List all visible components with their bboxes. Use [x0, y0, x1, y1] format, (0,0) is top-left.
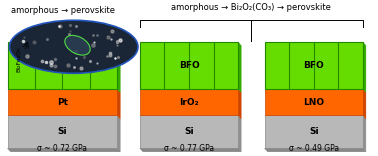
- Polygon shape: [363, 42, 366, 92]
- Text: Si: Si: [57, 127, 67, 136]
- Text: Si: Si: [309, 127, 319, 136]
- FancyBboxPatch shape: [8, 89, 117, 115]
- Polygon shape: [363, 89, 366, 119]
- Polygon shape: [117, 89, 120, 119]
- Polygon shape: [117, 115, 120, 152]
- FancyBboxPatch shape: [265, 115, 363, 148]
- Text: Bi₂Fe₄O₉: Bi₂Fe₄O₉: [16, 46, 22, 72]
- Polygon shape: [238, 89, 241, 119]
- FancyBboxPatch shape: [265, 42, 363, 89]
- Polygon shape: [265, 148, 366, 152]
- Text: Si: Si: [184, 127, 194, 136]
- Text: IrO₂: IrO₂: [179, 98, 199, 107]
- Text: Pt: Pt: [57, 98, 68, 107]
- Polygon shape: [117, 42, 120, 92]
- FancyBboxPatch shape: [140, 89, 238, 115]
- Polygon shape: [363, 115, 366, 152]
- Ellipse shape: [65, 35, 90, 55]
- Text: σ ~ 0.49 GPa: σ ~ 0.49 GPa: [289, 144, 339, 153]
- Polygon shape: [238, 42, 241, 92]
- Text: LNO: LNO: [303, 98, 324, 107]
- Text: BFO: BFO: [52, 61, 73, 70]
- Text: amorphous → Bi₂O₂(CO₃) → perovskite: amorphous → Bi₂O₂(CO₃) → perovskite: [172, 3, 331, 12]
- Polygon shape: [238, 115, 241, 152]
- FancyBboxPatch shape: [265, 89, 363, 115]
- Text: amorphous → perovskite: amorphous → perovskite: [11, 6, 115, 15]
- Text: BFO: BFO: [304, 61, 324, 70]
- FancyBboxPatch shape: [8, 115, 117, 148]
- Circle shape: [9, 20, 138, 73]
- Polygon shape: [8, 148, 120, 152]
- FancyBboxPatch shape: [140, 42, 238, 89]
- Text: BFO: BFO: [179, 61, 199, 70]
- FancyBboxPatch shape: [8, 42, 117, 89]
- Text: σ ~ 0.72 GPa: σ ~ 0.72 GPa: [37, 144, 87, 153]
- Text: σ ~ 0.77 GPa: σ ~ 0.77 GPa: [164, 144, 214, 153]
- Polygon shape: [140, 148, 241, 152]
- FancyBboxPatch shape: [140, 115, 238, 148]
